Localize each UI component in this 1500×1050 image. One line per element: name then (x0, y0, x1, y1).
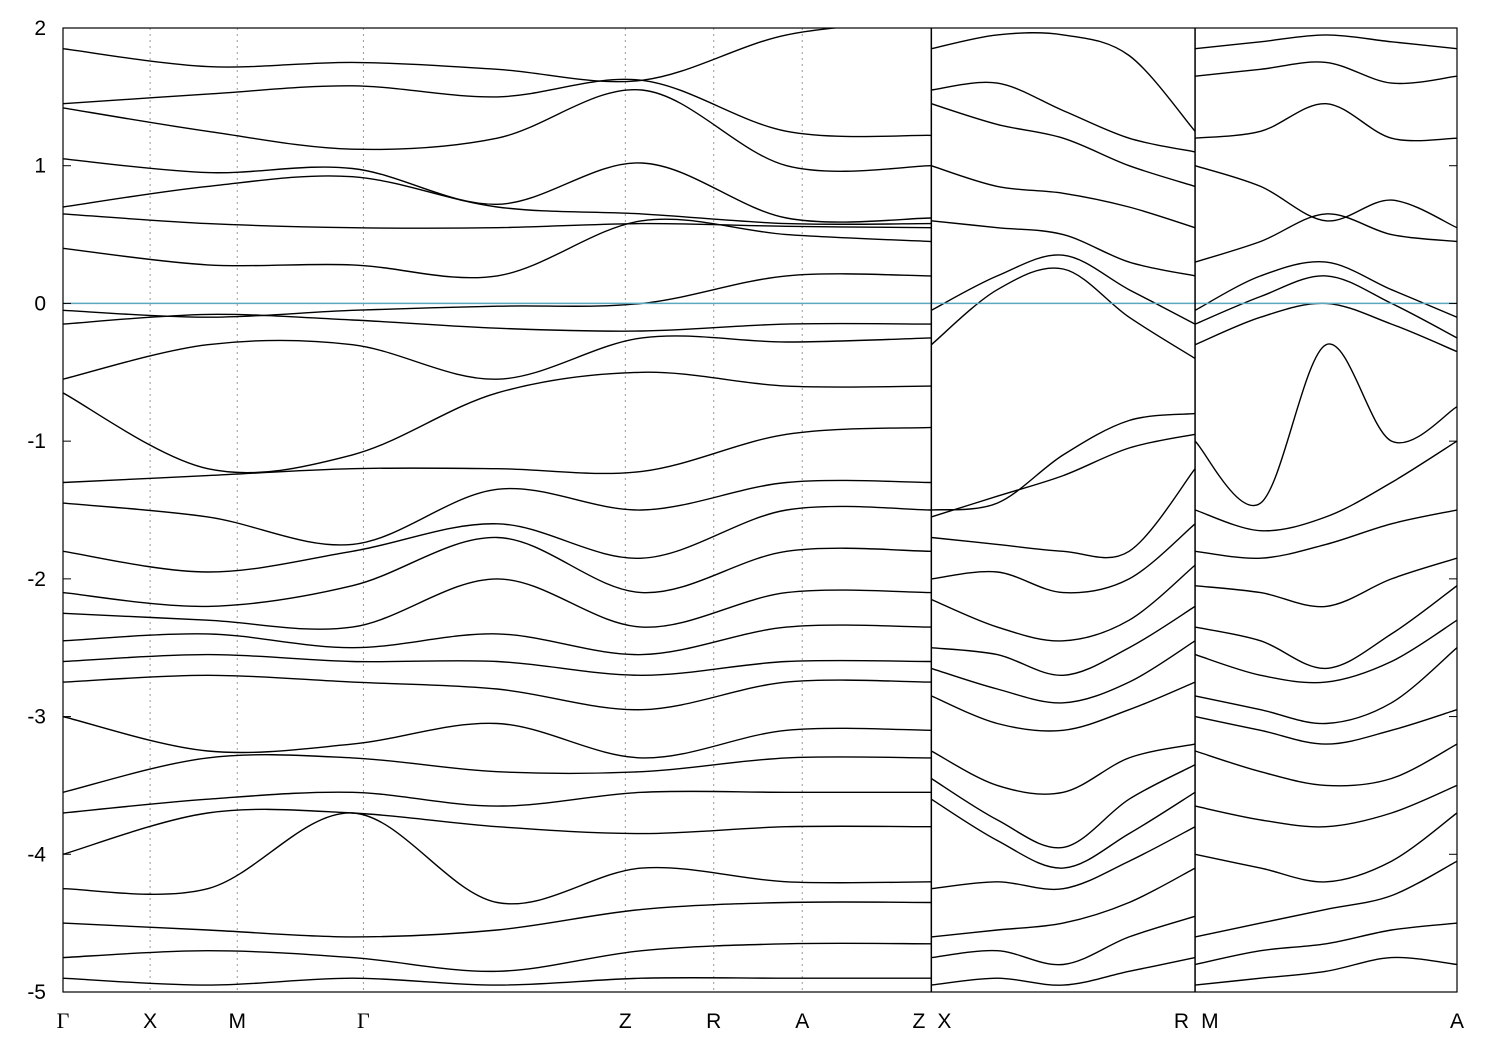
band-line (931, 220, 1196, 277)
band-line (931, 468, 1196, 559)
y-tick-label: -3 (27, 706, 46, 729)
band-line (63, 335, 932, 380)
band-line (63, 479, 932, 546)
band-line (1194, 275, 1457, 339)
band-line (930, 267, 1196, 360)
band-line (1194, 261, 1457, 318)
y-axis: 2 1 0 -1 -2 -3 -4 -5 (27, 17, 1457, 1004)
k-point-label: A (795, 1010, 809, 1033)
band-line (931, 81, 1196, 153)
band-line (63, 624, 932, 656)
y-tick-label: 2 (34, 17, 46, 40)
band-line (931, 564, 1196, 642)
band-line (63, 715, 932, 759)
k-point-label: M (229, 1010, 247, 1033)
y-tick-label: 1 (34, 155, 46, 178)
band-line (63, 158, 932, 223)
band-line (1194, 647, 1457, 725)
k-point-label: A (1450, 1010, 1464, 1033)
band-line (63, 790, 932, 814)
band-line (63, 371, 932, 474)
band-line (1195, 102, 1457, 142)
band-line (931, 433, 1196, 518)
y-tick-label: -1 (27, 430, 46, 453)
y-tick-label: 0 (34, 292, 46, 315)
band-line (931, 915, 1196, 966)
band-line (63, 28, 842, 83)
band-line (63, 273, 932, 318)
k-point-label: Γ (57, 1008, 70, 1033)
band-line (930, 764, 1196, 849)
band-line (1194, 922, 1457, 966)
band-line (63, 901, 932, 938)
band-line (931, 826, 1196, 891)
band-line (1194, 440, 1457, 532)
band-line (1194, 213, 1457, 263)
band-line (931, 640, 1196, 704)
band-line (1194, 709, 1457, 745)
band-line (1194, 343, 1457, 507)
y-tick-label: -5 (27, 981, 46, 1004)
band-line (931, 32, 1196, 132)
y-tick-label: -4 (27, 843, 46, 866)
grid-layer (149, 28, 803, 992)
k-point-label: Γ (357, 1008, 370, 1033)
band-line (63, 175, 932, 226)
band-line (931, 165, 1196, 229)
band-line (63, 812, 932, 905)
band-line (63, 313, 932, 332)
band-line (63, 218, 932, 279)
band-line (63, 89, 932, 172)
k-point-label: R (706, 1010, 721, 1033)
band-line (1195, 61, 1457, 85)
band-line (63, 213, 932, 229)
band-line (930, 791, 1196, 869)
band-line (1194, 619, 1457, 684)
band-line (1195, 557, 1457, 608)
band-line (931, 605, 1196, 677)
band-line (1194, 860, 1457, 938)
band-line (1195, 509, 1457, 559)
band-line (1194, 784, 1457, 828)
band-line (63, 808, 932, 855)
band-line (63, 78, 932, 138)
band-line (63, 977, 932, 986)
band-line (931, 956, 1196, 986)
band-line (1194, 585, 1457, 670)
y-tick-label: -2 (27, 568, 46, 591)
band-line (63, 653, 932, 677)
band-line (63, 942, 932, 973)
k-point-label: M (1201, 1010, 1219, 1033)
plot-border (62, 27, 1458, 993)
plot-frame (62, 27, 1458, 993)
band-line (931, 681, 1196, 732)
k-point-label: X (143, 1010, 157, 1033)
band-line (63, 754, 932, 793)
band-line (931, 412, 1196, 511)
band-line (63, 674, 932, 711)
band-line (63, 505, 932, 573)
band-line (63, 536, 932, 608)
bands-layer (63, 28, 1457, 986)
k-point-label: Z (912, 1010, 925, 1033)
band-line (1195, 34, 1457, 50)
band-line (930, 254, 1196, 325)
band-line (63, 578, 932, 630)
k-point-label: X (937, 1010, 951, 1033)
k-point-label: R (1174, 1010, 1189, 1033)
band-line (930, 743, 1196, 795)
band-line (63, 426, 932, 484)
band-line (931, 103, 1196, 188)
band-line (1194, 812, 1457, 883)
k-point-label: Z (619, 1010, 632, 1033)
band-line (931, 867, 1196, 938)
band-line (931, 523, 1196, 594)
band-line (1194, 165, 1457, 229)
band-line (1195, 956, 1457, 986)
band-line (1194, 743, 1457, 787)
